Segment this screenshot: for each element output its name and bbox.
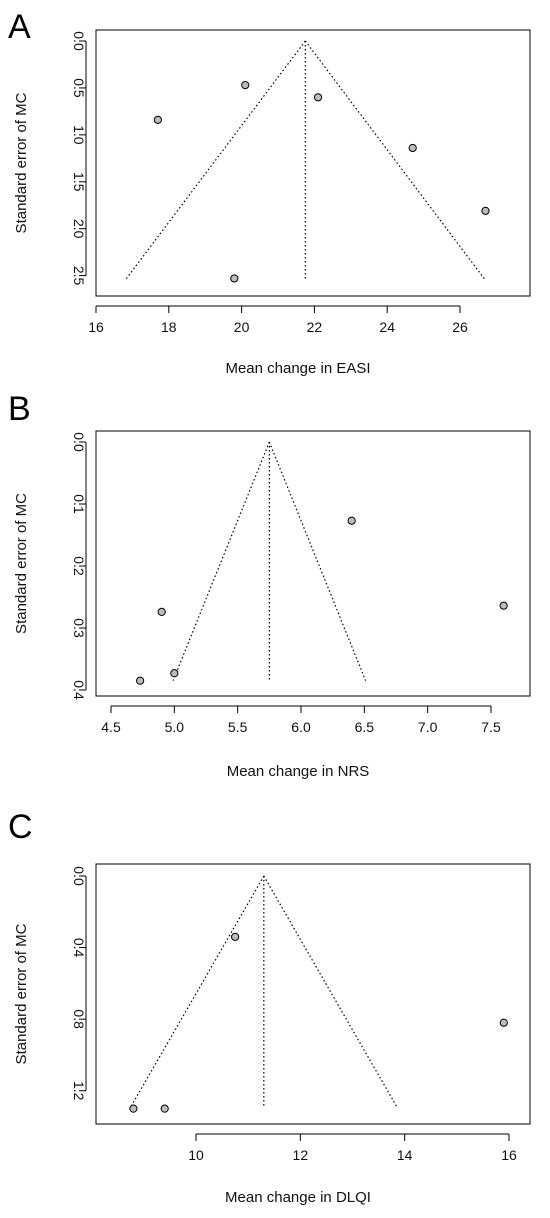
panel-letter: B xyxy=(8,390,31,428)
y-tick-label: 1.0 xyxy=(71,125,87,145)
y-tick-label: 1.2 xyxy=(71,1081,87,1101)
panel-b: B 4.5 5.0 5.5 6.0 6.5 7.0 7.5 0.0 0.1 0.2 0.3 0.4 Mea… xyxy=(8,390,531,780)
x-tick-label: 7.5 xyxy=(481,719,501,735)
x-tick-label: 16 xyxy=(501,1147,517,1163)
y-axis-label: Standard error of MC xyxy=(13,92,30,233)
x-tick-label: 6.0 xyxy=(291,719,311,735)
y-tick-label: 0.0 xyxy=(71,866,87,886)
data-point xyxy=(129,1104,138,1113)
y-tick-label: 0.0 xyxy=(71,31,87,51)
y-tick-label: 0.3 xyxy=(71,618,87,638)
x-tick-label: 6.5 xyxy=(355,719,375,735)
plot-frame xyxy=(95,863,531,1125)
y-tick-label: 0.5 xyxy=(71,78,87,98)
y-axis-label: Standard error of MC xyxy=(13,493,30,634)
y-tick-label: 2.0 xyxy=(71,219,87,239)
y-axis-label: Standard error of MC xyxy=(13,923,30,1064)
plot-frame xyxy=(95,430,531,697)
x-tick-label: 7.0 xyxy=(418,719,438,735)
data-point xyxy=(408,143,417,153)
funnel-right-line xyxy=(263,875,398,1108)
x-axis-label: Mean change in EASI xyxy=(225,360,370,377)
x-tick-label: 20 xyxy=(234,319,250,335)
funnel-left-line xyxy=(172,441,270,681)
y-tick-label: 0.8 xyxy=(71,1009,87,1029)
data-point xyxy=(136,676,145,685)
y-tick-label: 0.4 xyxy=(71,680,87,700)
data-point xyxy=(230,274,239,283)
x-tick-label: 18 xyxy=(161,319,177,335)
data-point xyxy=(347,516,356,525)
y-tick-label: 0.2 xyxy=(71,556,87,576)
data-point xyxy=(157,607,166,616)
panel-letter: C xyxy=(8,808,33,846)
data-point xyxy=(153,115,162,124)
data-point xyxy=(231,932,240,941)
x-tick-label: 5.0 xyxy=(165,719,185,735)
x-axis-label: Mean change in DLQI xyxy=(225,1189,371,1206)
x-tick-label: 10 xyxy=(188,1147,204,1163)
y-tick-label: 1.5 xyxy=(71,172,87,192)
data-point xyxy=(499,601,508,610)
funnel-left-line xyxy=(130,875,265,1108)
data-point xyxy=(313,93,323,102)
data-point xyxy=(499,1018,508,1027)
data-point xyxy=(241,81,250,90)
x-tick-label: 4.5 xyxy=(101,719,121,735)
x-tick-label: 5.5 xyxy=(228,719,248,735)
x-tick-label: 22 xyxy=(307,319,323,335)
x-tick-label: 12 xyxy=(293,1147,309,1163)
data-point xyxy=(160,1104,169,1113)
plot-frame xyxy=(95,29,531,297)
y-tick-label: 0.4 xyxy=(71,938,87,958)
x-axis-label: Mean change in NRS xyxy=(227,763,370,780)
data-point xyxy=(170,669,179,678)
x-tick-label: 14 xyxy=(397,1147,413,1163)
y-tick-label: 0.1 xyxy=(71,494,87,514)
x-tick-label: 26 xyxy=(452,319,468,335)
x-tick-label: 24 xyxy=(379,319,395,335)
funnel-right-line xyxy=(268,441,367,681)
y-tick-label: 2.5 xyxy=(71,266,87,286)
data-point xyxy=(481,206,490,215)
x-tick-label: 16 xyxy=(88,319,104,335)
panel-c: C 10 12 14 16 0.0 0.4 0.8 1.2 Mean change in DLQI… xyxy=(8,808,531,1206)
funnel-left-line xyxy=(124,40,306,281)
panel-letter: A xyxy=(8,8,31,46)
y-tick-label: 0.0 xyxy=(71,432,87,452)
panel-a: A 16 18 20 22 24 26 0.0 0.5 1.0 1.5 2.0 2.5 Mean chan… xyxy=(8,8,531,377)
funnel-right-line xyxy=(304,40,486,281)
